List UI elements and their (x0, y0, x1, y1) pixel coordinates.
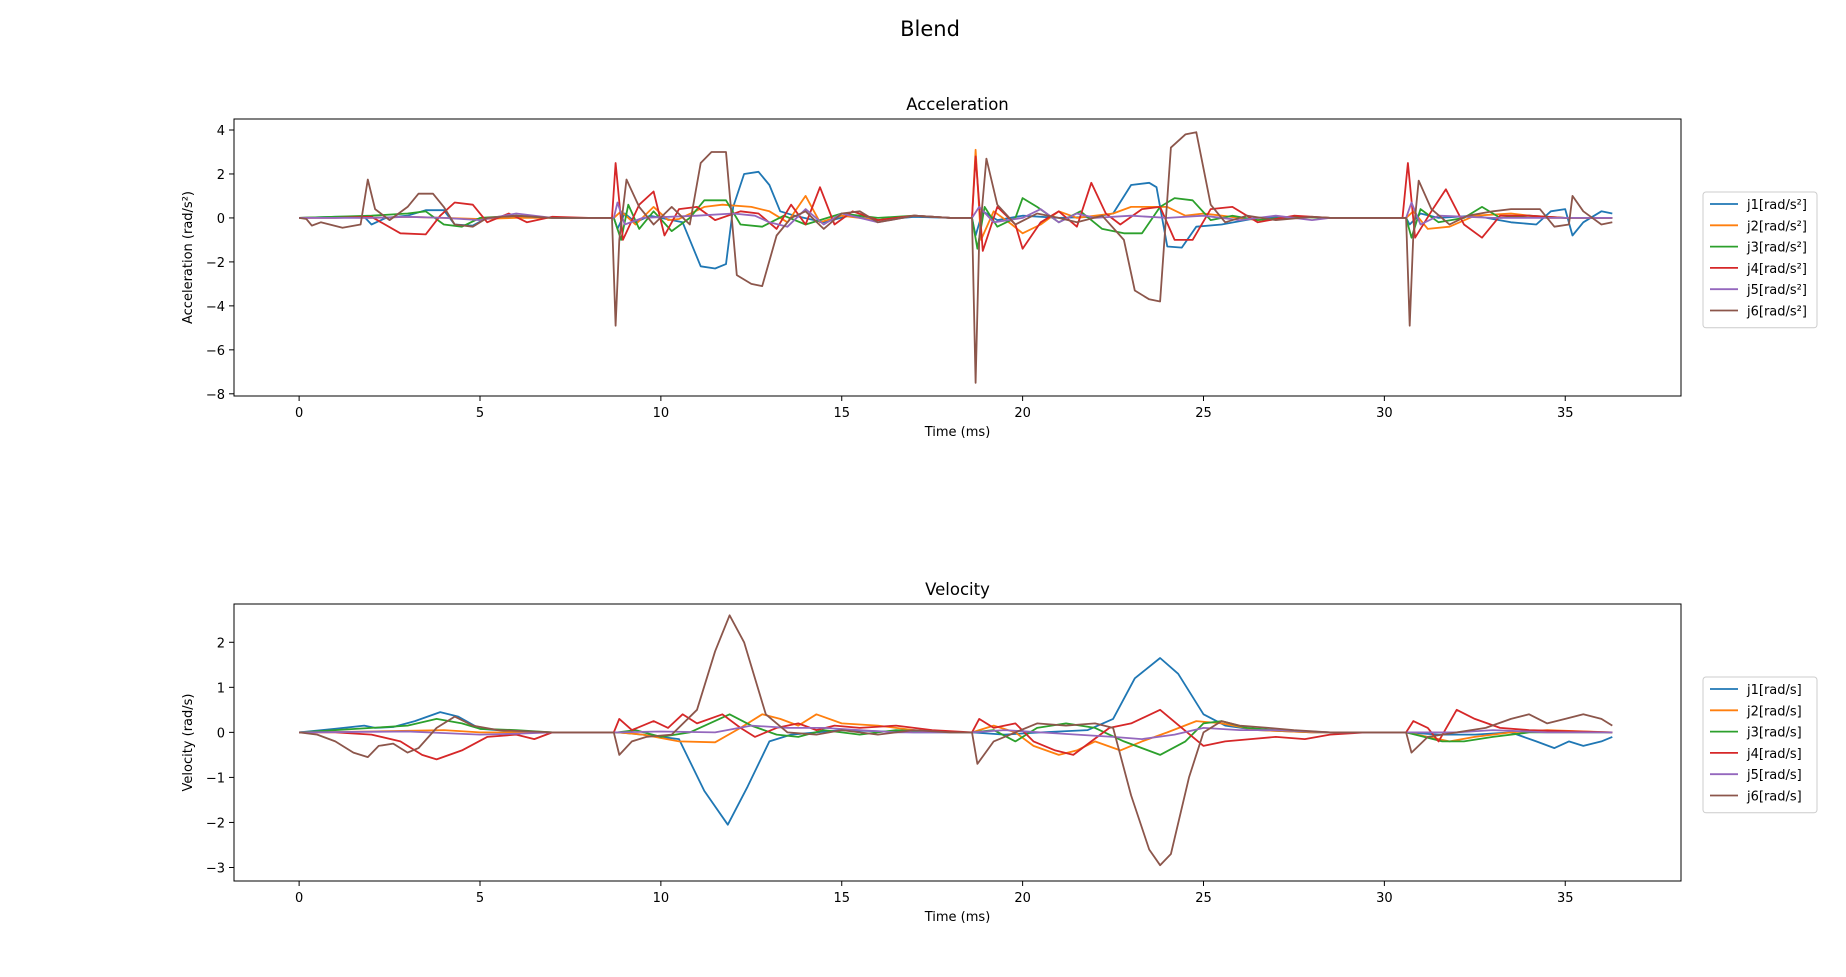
vel-xtick-label: 5 (476, 891, 484, 906)
accel-title: Acceleration (906, 95, 1009, 114)
vel-legend: j1[rad/s] j2[rad/s] j3[rad/s] j4[rad/s] j5[r… (1702, 676, 1818, 814)
vel-legend-label-j2: j2[rad/s] (1746, 704, 1802, 719)
accel-series-line-j6 (298, 131, 1613, 384)
accel-ytick-label: 0 (217, 212, 225, 227)
velocity-panel: Velocity 0 5 10 15 20 25 30 35 −3 −2 −1 0 1 2 Time (ms)… (181, 580, 1818, 925)
vel-xtick-label: 0 (295, 891, 303, 906)
vel-series-line-j6 (298, 614, 1613, 867)
vel-xtick-label: 35 (1557, 891, 1574, 906)
figure-title: Blend (900, 17, 960, 41)
vel-legend-label-j6: j6[rad/s] (1746, 790, 1802, 805)
accel-ytick-label: −6 (206, 344, 225, 359)
accel-series-group (298, 131, 1613, 384)
vel-legend-label-j4: j4[rad/s] (1746, 747, 1802, 762)
accel-xtick-label: 30 (1376, 406, 1393, 421)
vel-xtick-label: 15 (833, 891, 850, 906)
vel-ytick-label: −3 (206, 861, 225, 876)
accel-legend-label-j1: j1[rad/s²] (1746, 198, 1807, 213)
accel-axes-frame (233, 118, 1682, 397)
acceleration-panel: Acceleration 0 5 10 15 20 25 30 35 −8 −6 −4 −2 0 2 4 Tim… (181, 95, 1818, 440)
accel-ytick-label: 4 (217, 124, 225, 139)
vel-xtick-label: 10 (653, 891, 670, 906)
accel-legend-label-j5: j5[rad/s²] (1746, 283, 1807, 298)
vel-ytick-label: −2 (206, 816, 225, 831)
vel-axes-frame (233, 603, 1682, 882)
vel-xlabel: Time (ms) (924, 910, 991, 925)
accel-ytick-label: 2 (217, 168, 225, 183)
vel-ytick-label: −1 (206, 771, 225, 786)
vel-ytick-label: 0 (217, 726, 225, 741)
accel-xtick-label: 20 (1014, 406, 1031, 421)
accel-ytick-label: −2 (206, 256, 225, 271)
accel-legend-label-j4: j4[rad/s²] (1746, 262, 1807, 277)
vel-legend-label-j5: j5[rad/s] (1746, 768, 1802, 783)
accel-xtick-label: 35 (1557, 406, 1574, 421)
vel-title: Velocity (925, 580, 990, 599)
accel-xlabel: Time (ms) (924, 425, 991, 440)
accel-legend-label-j6: j6[rad/s²] (1746, 305, 1807, 320)
vel-legend-label-j1: j1[rad/s] (1746, 683, 1802, 698)
vel-ytick-label: 1 (217, 681, 225, 696)
vel-xtick-label: 25 (1195, 891, 1212, 906)
accel-legend-label-j2: j2[rad/s²] (1746, 219, 1807, 234)
accel-xtick-label: 0 (295, 406, 303, 421)
accel-xtick-label: 25 (1195, 406, 1212, 421)
vel-series-group (298, 614, 1613, 867)
accel-ytick-label: −4 (206, 300, 225, 315)
vel-xtick-label: 30 (1376, 891, 1393, 906)
vel-ylabel: Velocity (rad/s) (181, 694, 196, 792)
vel-legend-label-j3: j3[rad/s] (1746, 726, 1802, 741)
accel-xtick-label: 15 (833, 406, 850, 421)
vel-ytick-label: 2 (217, 636, 225, 651)
accel-legend-label-j3: j3[rad/s²] (1746, 241, 1807, 256)
vel-xtick-label: 20 (1014, 891, 1031, 906)
accel-legend: j1[rad/s²] j2[rad/s²] j3[rad/s²] j4[rad/s²]… (1702, 191, 1818, 329)
accel-ylabel: Acceleration (rad/s²) (181, 191, 196, 324)
accel-xtick-label: 5 (476, 406, 484, 421)
accel-ytick-label: −8 (206, 388, 225, 403)
accel-xtick-label: 10 (653, 406, 670, 421)
